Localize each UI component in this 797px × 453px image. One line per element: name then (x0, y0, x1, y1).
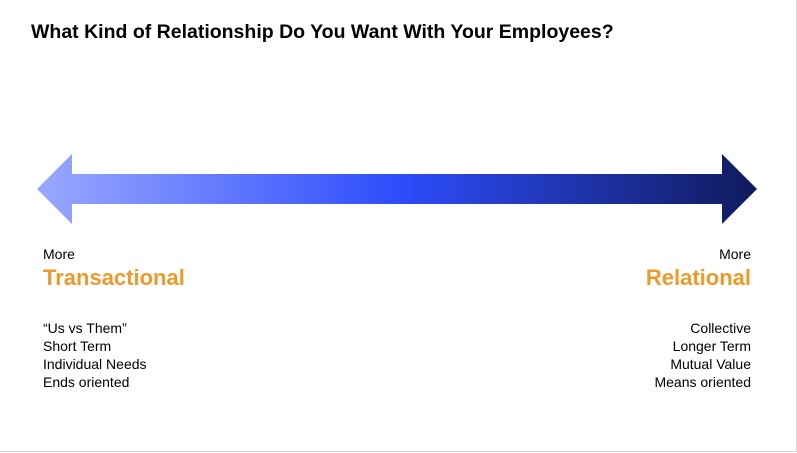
more-label-left: More (43, 246, 75, 262)
double-arrow-icon (37, 154, 757, 224)
relational-list: Collective Longer Term Mutual Value Mean… (646, 319, 751, 391)
list-item: Means oriented (654, 374, 751, 390)
list-item: Individual Needs (43, 356, 147, 372)
list-item: Longer Term (672, 338, 751, 354)
list-item: Mutual Value (670, 356, 751, 372)
list-item: Ends oriented (43, 374, 130, 390)
list-item: “Us vs Them” (43, 320, 127, 336)
transactional-side: More Transactional “Us vs Them” Short Te… (43, 245, 185, 391)
relational-side: More Relational Collective Longer Term M… (646, 245, 751, 391)
relational-heading: Relational (645, 265, 751, 290)
transactional-heading: Transactional (43, 265, 185, 290)
more-label-right: More (719, 246, 751, 262)
list-item: Collective (690, 320, 751, 336)
slide-title: What Kind of Relationship Do You Want Wi… (31, 21, 614, 43)
list-item: Short Term (43, 338, 112, 354)
transactional-list: “Us vs Them” Short Term Individual Needs… (43, 319, 185, 391)
